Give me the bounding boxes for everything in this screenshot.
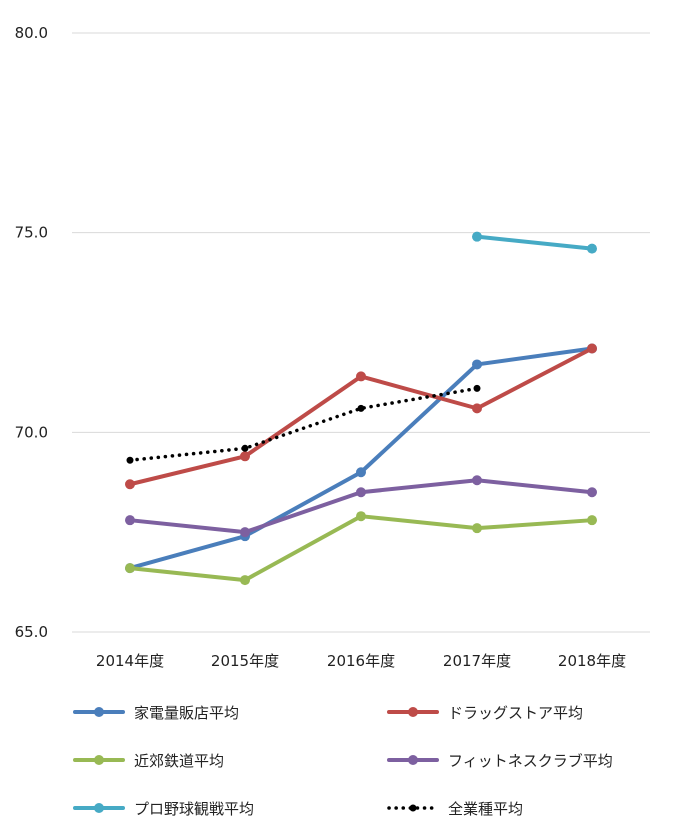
y-tick-label: 70.0 (15, 423, 48, 441)
data-point (473, 384, 481, 392)
y-tick-label: 75.0 (15, 224, 48, 242)
series-3 (125, 475, 597, 538)
legend-swatch (387, 707, 439, 717)
legend-item: 家電量販店平均 (72, 699, 239, 725)
data-point (472, 403, 482, 414)
legend-swatch (73, 803, 125, 813)
x-tick-label: 2016年度 (327, 652, 395, 670)
data-point (357, 404, 365, 412)
data-point (126, 456, 134, 464)
data-point (240, 527, 250, 538)
legend-label: 全業種平均 (448, 799, 524, 818)
legend-swatch (73, 707, 125, 717)
line-chart: 80.0 75.0 70.0 65.0 2014年度 2015年度 2016年度 2017年… (15, 24, 650, 670)
legend-label: プロ野球観戦平均 (134, 799, 255, 818)
legend-item: 近郊鉄道平均 (72, 747, 224, 773)
data-point (241, 444, 249, 452)
data-point (587, 243, 597, 254)
data-point (240, 575, 250, 586)
data-point (125, 515, 135, 526)
x-tick-label: 2017年度 (443, 652, 511, 670)
legend-swatch (387, 755, 439, 765)
legend-item: フィットネスクラブ平均 (386, 747, 613, 773)
y-tick-label: 80.0 (15, 24, 48, 42)
legend: 家電量販店平均 ドラッグストア平均近郊鉄道平均 フィットネスクラブ平均プロ野球観戦平… (0, 690, 696, 840)
series-4 (472, 231, 597, 254)
data-point (472, 475, 482, 486)
y-tick-label: 65.0 (15, 623, 48, 641)
data-point (356, 371, 366, 382)
data-point (125, 479, 135, 490)
y-axis-ticks: 80.0 75.0 70.0 65.0 (15, 24, 48, 641)
data-point (472, 359, 482, 370)
legend-label: 近郊鉄道平均 (134, 751, 225, 770)
data-point (240, 451, 250, 462)
data-point (587, 515, 597, 526)
x-tick-label: 2015年度 (211, 652, 279, 670)
data-point (587, 487, 597, 498)
legend-item: プロ野球観戦平均 (72, 795, 254, 821)
data-point (356, 511, 366, 522)
series-line (128, 346, 594, 487)
data-point (125, 563, 135, 574)
legend-swatch (73, 755, 125, 765)
legend-swatch (387, 804, 439, 812)
series-line (475, 234, 594, 251)
x-tick-label: 2014年度 (96, 652, 164, 670)
x-axis-ticks: 2014年度 2015年度 2016年度 2017年度 2018年度 (96, 652, 626, 670)
data-point (472, 231, 482, 242)
x-tick-label: 2018年度 (558, 652, 626, 670)
legend-label: ドラッグストア平均 (448, 703, 584, 722)
series-1 (125, 343, 597, 490)
legend-label: フィットネスクラブ平均 (448, 751, 613, 770)
data-point (472, 523, 482, 534)
data-point (587, 343, 597, 354)
legend-label: 家電量販店平均 (134, 703, 240, 722)
legend-item: 全業種平均 (386, 795, 523, 821)
gridlines (72, 32, 650, 633)
series-5 (126, 384, 481, 464)
data-point (356, 467, 366, 478)
series-line (128, 386, 479, 463)
data-point (356, 487, 366, 498)
legend-item: ドラッグストア平均 (386, 699, 583, 725)
series-2 (125, 511, 597, 586)
series-lines (125, 231, 597, 586)
